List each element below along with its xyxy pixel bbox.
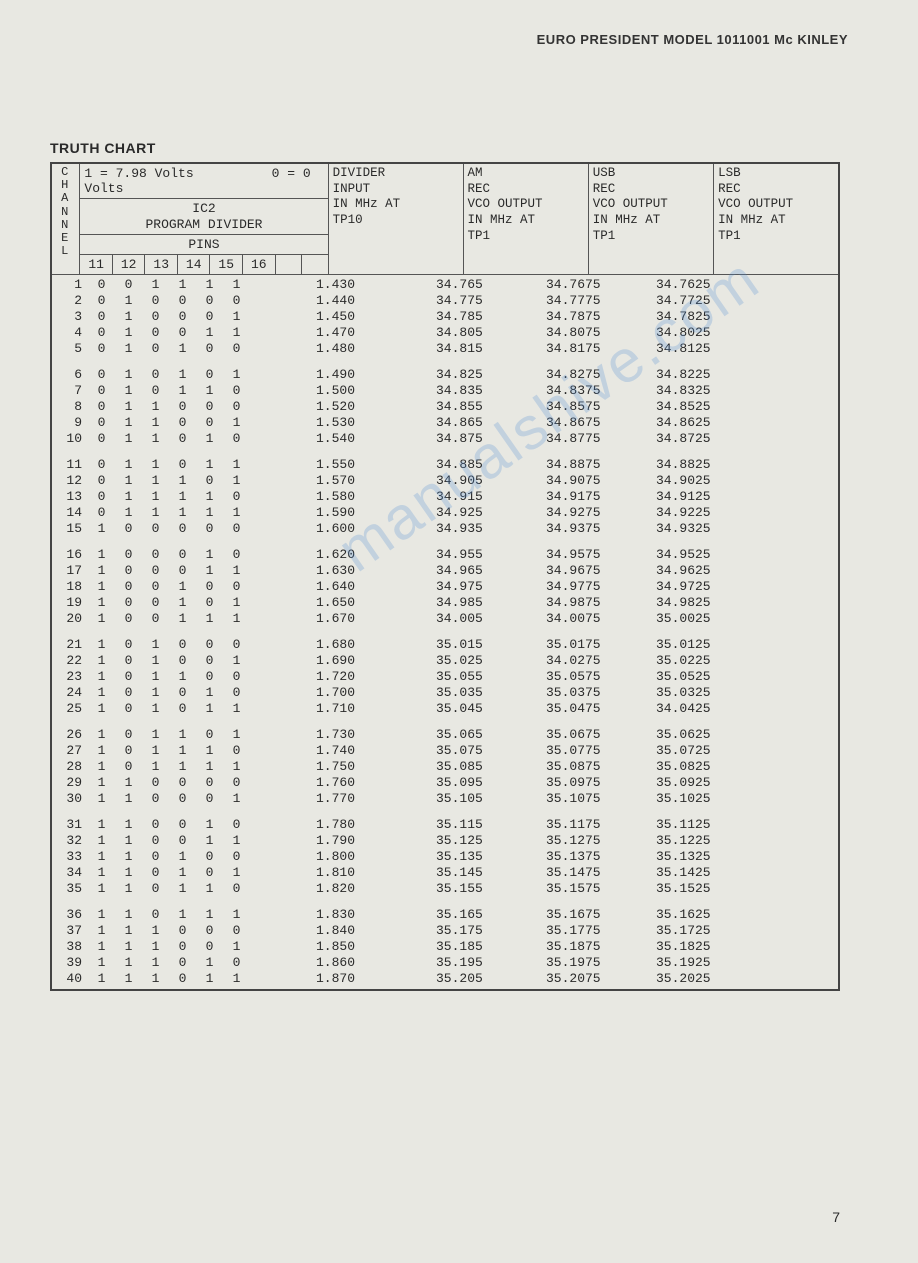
table-row: 271011101.74035.07535.077535.0725 — [56, 743, 834, 759]
row-group: 10011111.43034.76534.767534.762520100001… — [56, 277, 834, 357]
voltage-legend: 1 = 7.98 Volts 0 = 0 Volts — [80, 163, 328, 199]
table-row: 281011111.75035.08535.087535.0825 — [56, 759, 834, 775]
program-divider-label: PROGRAM DIVIDER — [145, 217, 262, 232]
lsb-column-header: LSBRECVCO OUTPUTIN MHz ATTP1 — [714, 163, 839, 275]
am-column-header: AMRECVCO OUTPUTIN MHz ATTP1 — [463, 163, 588, 275]
table-row: 90110011.53034.86534.867534.8625 — [56, 415, 834, 431]
table-row: 20100001.44034.77534.777534.7725 — [56, 293, 834, 309]
table-row: 50101001.48034.81534.817534.8125 — [56, 341, 834, 357]
document-page: EURO PRESIDENT MODEL 1011001 Mc KINLEY m… — [0, 0, 918, 1263]
table-row: 231011001.72035.05535.057535.0525 — [56, 669, 834, 685]
table-row: 130111101.58034.91534.917534.9125 — [56, 489, 834, 505]
pin-header-12: 12 — [112, 255, 145, 275]
gap-col-1 — [275, 255, 302, 275]
table-row: 10011111.43034.76534.767534.7625 — [56, 277, 834, 293]
table-row: 201001111.67034.00534.007535.0025 — [56, 611, 834, 627]
table-row: 381110011.85035.18535.187535.1825 — [56, 939, 834, 955]
table-row: 161000101.62034.95534.957534.9525 — [56, 547, 834, 563]
table-row: 261011011.73035.06535.067535.0625 — [56, 727, 834, 743]
chart-title: TRUTH CHART — [50, 140, 868, 156]
ic2-label: IC2 — [192, 201, 215, 216]
table-row: 241010101.70035.03535.037535.0325 — [56, 685, 834, 701]
data-rows-container: 10011111.43034.76534.767534.762520100001… — [51, 275, 839, 991]
table-row: 351101101.82035.15535.157535.1525 — [56, 881, 834, 897]
pin-header-14: 14 — [177, 255, 210, 275]
table-row: 40100111.47034.80534.807534.8025 — [56, 325, 834, 341]
row-group: 60101011.49034.82534.827534.822570101101… — [56, 367, 834, 447]
document-header: EURO PRESIDENT MODEL 1011001 Mc KINLEY — [537, 32, 848, 47]
row-group: 261011011.73035.06535.067535.06252710111… — [56, 727, 834, 807]
table-row: 251010111.71035.04535.047534.0425 — [56, 701, 834, 717]
pins-header: PINS — [80, 235, 328, 255]
table-row: 391110101.86035.19535.197535.1925 — [56, 955, 834, 971]
table-row: 100110101.54034.87534.877534.8725 — [56, 431, 834, 447]
table-row: 80110001.52034.85534.857534.8525 — [56, 399, 834, 415]
row-group: 361101111.83035.16535.167535.16253711100… — [56, 907, 834, 987]
divider-column-header: DIVIDERINPUTIN MHz ATTP10 — [328, 163, 463, 275]
table-row: 140111111.59034.92534.927534.9225 — [56, 505, 834, 521]
table-row: 211010001.68035.01535.017535.0125 — [56, 637, 834, 653]
table-row: 151000001.60034.93534.937534.9325 — [56, 521, 834, 537]
table-row: 120111011.57034.90534.907534.9025 — [56, 473, 834, 489]
pin-header-16: 16 — [242, 255, 275, 275]
table-row: 181001001.64034.97534.977534.9725 — [56, 579, 834, 595]
table-row: 361101111.83035.16535.167535.1625 — [56, 907, 834, 923]
page-number: 7 — [832, 1209, 840, 1225]
channel-column-header: CHANNEL — [51, 163, 80, 275]
table-row: 221010011.69035.02534.027535.0225 — [56, 653, 834, 669]
table-row: 301100011.77035.10535.107535.1025 — [56, 791, 834, 807]
table-row: 311100101.78035.11535.117535.1125 — [56, 817, 834, 833]
usb-column-header: USBRECVCO OUTPUTIN MHz ATTP1 — [588, 163, 713, 275]
table-row: 191001011.65034.98534.987534.9825 — [56, 595, 834, 611]
row-group: 161000101.62034.95534.957534.95251710001… — [56, 547, 834, 627]
truth-chart-table: CHANNEL 1 = 7.98 Volts 0 = 0 Volts DIVID… — [50, 162, 840, 991]
ic2-header: IC2 PROGRAM DIVIDER — [80, 199, 328, 235]
table-row: 70101101.50034.83534.837534.8325 — [56, 383, 834, 399]
table-row: 291100001.76035.09535.097535.0925 — [56, 775, 834, 791]
table-row: 371110001.84035.17535.177535.1725 — [56, 923, 834, 939]
pin-header-13: 13 — [145, 255, 178, 275]
table-row: 30100011.45034.78534.787534.7825 — [56, 309, 834, 325]
table-row: 171000111.63034.96534.967534.9625 — [56, 563, 834, 579]
table-row: 331101001.80035.13535.137535.1325 — [56, 849, 834, 865]
row-group: 110110111.55034.88534.887534.88251201110… — [56, 457, 834, 537]
pin-header-11: 11 — [80, 255, 113, 275]
gap-col-2 — [302, 255, 329, 275]
table-row: 341101011.81035.14535.147535.1425 — [56, 865, 834, 881]
table-row: 60101011.49034.82534.827534.8225 — [56, 367, 834, 383]
row-group: 311100101.78035.11535.117535.11253211001… — [56, 817, 834, 897]
legend-one: 1 = 7.98 Volts — [84, 166, 193, 181]
table-row: 321100111.79035.12535.127535.1225 — [56, 833, 834, 849]
table-row: 401110111.87035.20535.207535.2025 — [56, 971, 834, 987]
row-group: 211010001.68035.01535.017535.01252210100… — [56, 637, 834, 717]
table-row: 110110111.55034.88534.887534.8825 — [56, 457, 834, 473]
pin-header-15: 15 — [210, 255, 243, 275]
